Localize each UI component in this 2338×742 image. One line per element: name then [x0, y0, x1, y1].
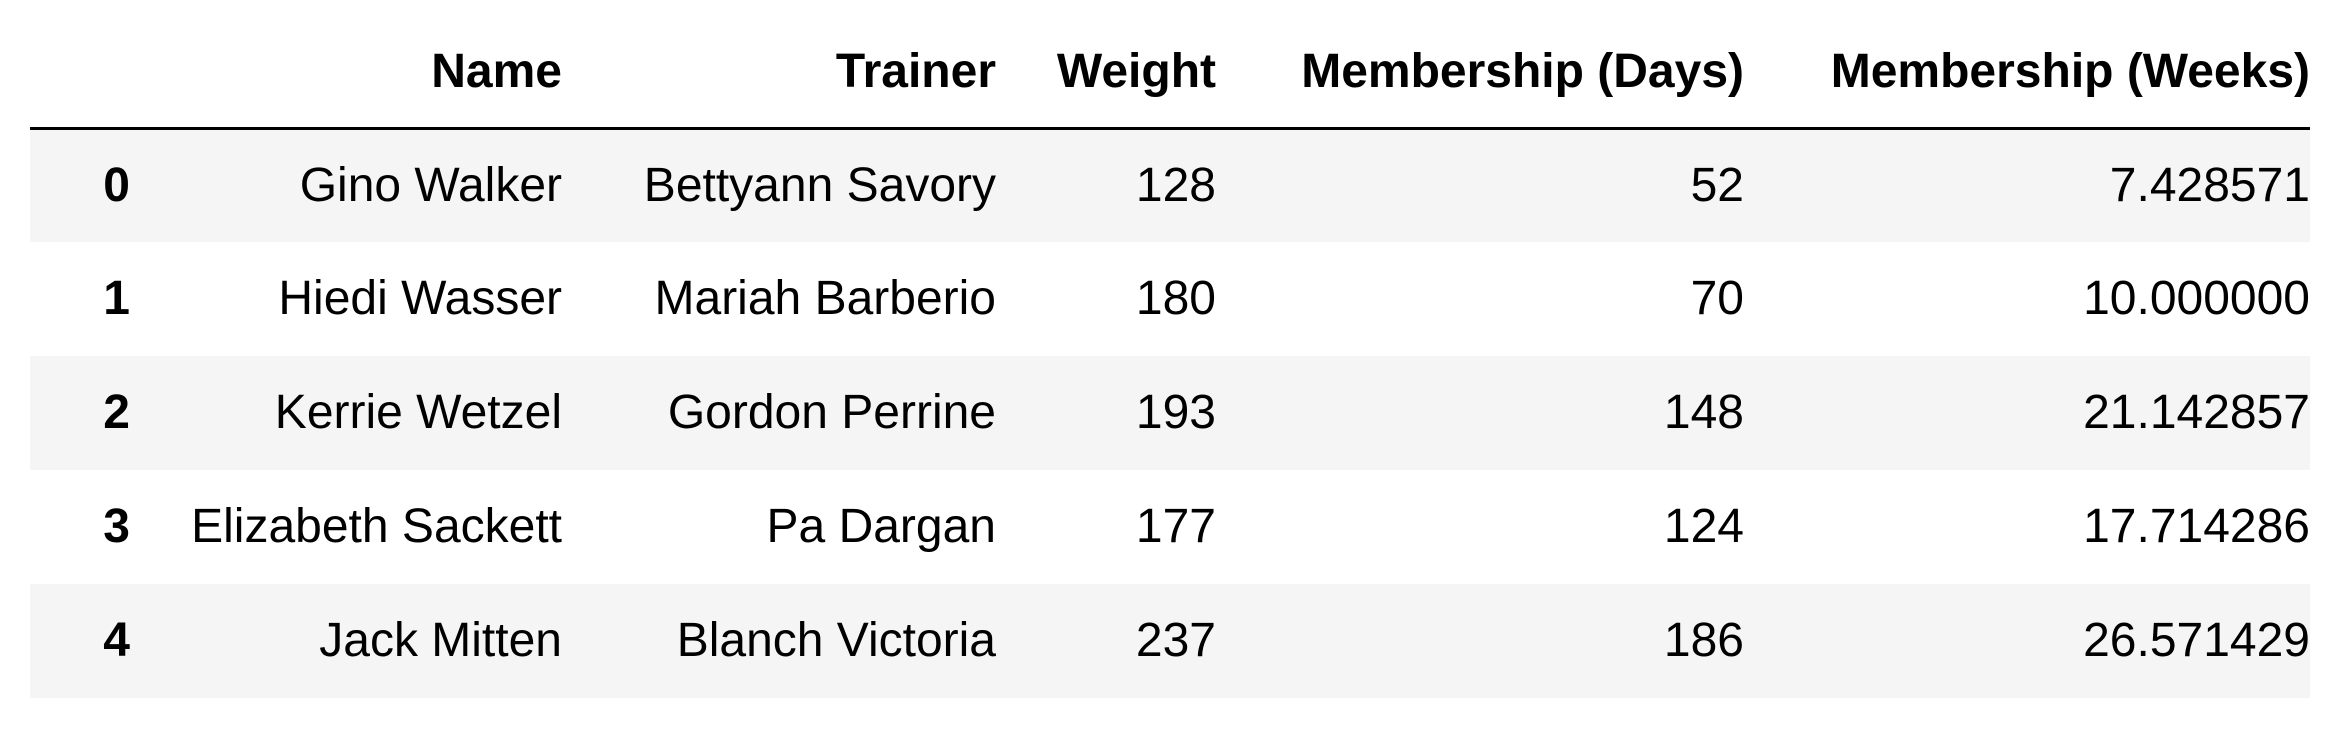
membership-weeks-cell: 7.428571: [2109, 158, 2310, 212]
trainer-column-header: Trainer: [562, 18, 996, 130]
trainer-cell: Mariah Barberio: [654, 272, 996, 325]
trainer-cell: Blanch Victoria: [676, 614, 996, 667]
row-index: 0: [103, 158, 130, 212]
membership-weeks-cell: 10.000000: [2083, 272, 2310, 325]
trainer-cell: Bettyann Savory: [643, 158, 996, 212]
table-row: 2 Kerrie Wetzel Gordon Perrine 193 148 2…: [30, 356, 2310, 470]
row-index: 3: [103, 500, 130, 553]
name-cell: Elizabeth Sackett: [191, 500, 562, 553]
weight-cell: 180: [1135, 272, 1216, 325]
name-cell: Jack Mitten: [319, 614, 562, 667]
membership-days-cell: 124: [1663, 500, 1744, 553]
membership-weeks-cell: 17.714286: [2083, 500, 2310, 553]
data-table: Name Trainer Weight Membership (Days) Me…: [30, 18, 2310, 698]
weight-cell: 193: [1135, 386, 1216, 439]
membership-days-cell: 186: [1663, 614, 1744, 667]
membership-days-cell: 148: [1663, 386, 1744, 439]
row-index: 2: [103, 386, 130, 439]
membership-weeks-cell: 21.142857: [2083, 386, 2310, 439]
weight-cell: 128: [1135, 158, 1216, 212]
trainer-cell: Gordon Perrine: [667, 386, 996, 439]
header-row: Name Trainer Weight Membership (Days) Me…: [30, 18, 2310, 130]
name-cell: Gino Walker: [299, 158, 562, 212]
table-body: 0 Gino Walker Bettyann Savory 128 52 7.4…: [30, 128, 2310, 698]
index-header: [30, 18, 130, 130]
table-row: 4 Jack Mitten Blanch Victoria 237 186 26…: [30, 584, 2310, 698]
name-cell: Hiedi Wasser: [278, 272, 562, 325]
row-index: 4: [103, 614, 130, 667]
membership-days-column-header: Membership (Days): [1216, 18, 1744, 130]
weight-column-header: Weight: [996, 18, 1216, 130]
table-row: 0 Gino Walker Bettyann Savory 128 52 7.4…: [30, 128, 2310, 242]
name-cell: Kerrie Wetzel: [274, 386, 562, 439]
table-row: 3 Elizabeth Sackett Pa Dargan 177 124 17…: [30, 470, 2310, 584]
membership-weeks-cell: 26.571429: [2083, 614, 2310, 667]
trainer-cell: Pa Dargan: [766, 500, 996, 553]
membership-weeks-column-header: Membership (Weeks): [1744, 18, 2310, 130]
weight-cell: 237: [1135, 614, 1216, 667]
weight-cell: 177: [1135, 500, 1216, 553]
table-row: 1 Hiedi Wasser Mariah Barberio 180 70 10…: [30, 242, 2310, 356]
membership-days-cell: 70: [1690, 272, 1744, 325]
membership-days-cell: 52: [1690, 158, 1744, 212]
name-column-header: Name: [130, 18, 562, 130]
table-header: Name Trainer Weight Membership (Days) Me…: [30, 18, 2310, 130]
row-index: 1: [103, 272, 130, 325]
